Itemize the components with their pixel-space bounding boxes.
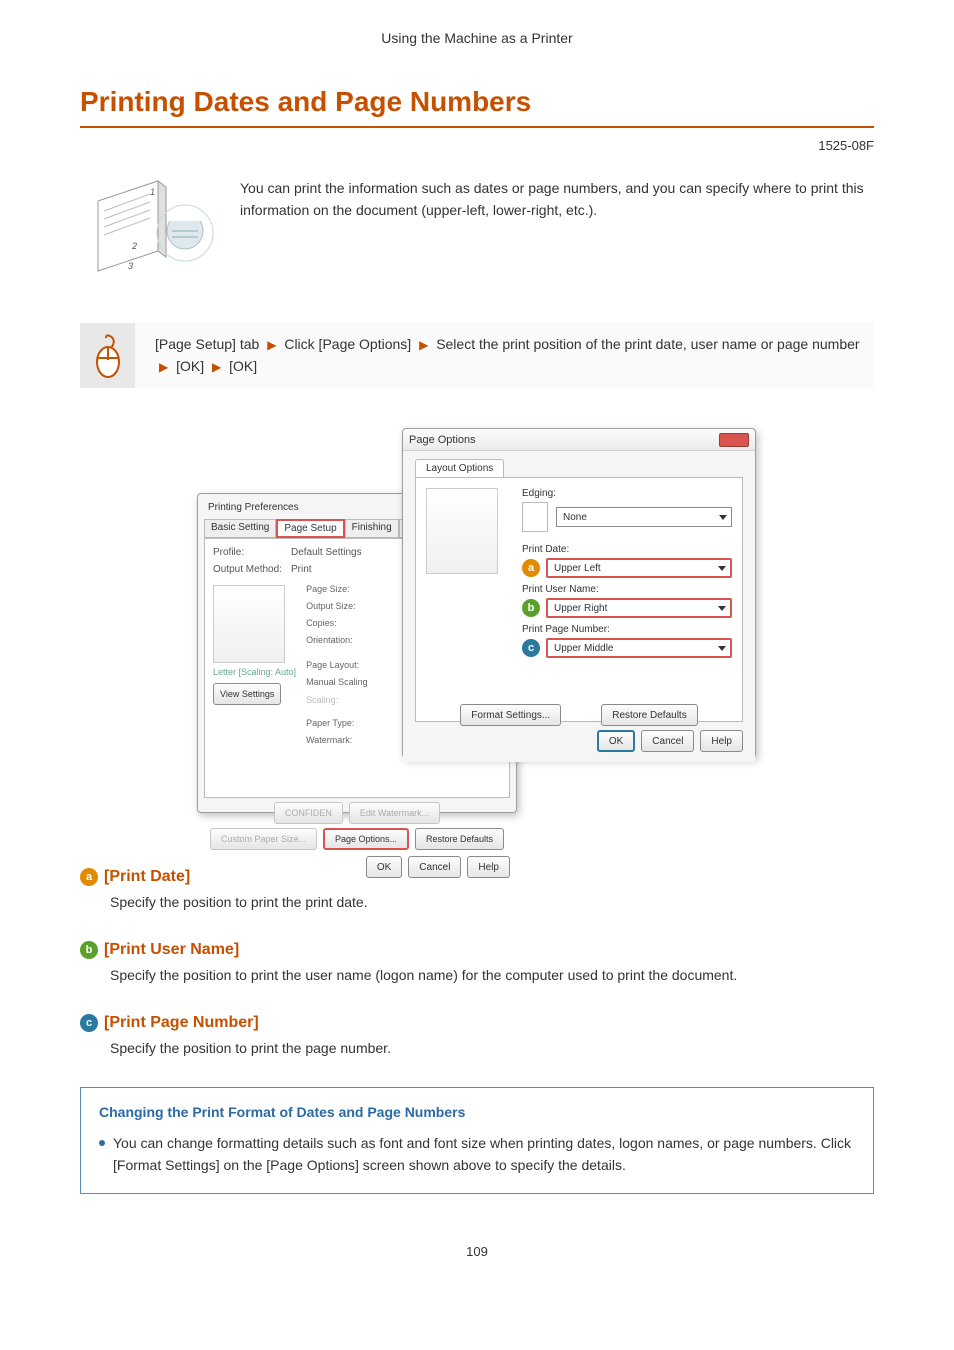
intro-text: You can print the information such as da… <box>240 173 874 222</box>
page-size-label: Page Size: <box>306 581 368 598</box>
help-button[interactable]: Help <box>700 730 743 752</box>
format-settings-button[interactable]: Format Settings... <box>460 704 561 726</box>
section-c-body: Specify the position to print the page n… <box>80 1038 874 1059</box>
orientation-label: Orientation: <box>306 632 368 649</box>
copies-label: Copies: <box>306 615 368 632</box>
dialog-screenshot: Printing Preferences Basic Setting Page … <box>197 428 757 828</box>
page-options-dialog: Page Options Layout Options Edging: <box>402 428 756 758</box>
section-a-title: [Print Date] <box>104 868 190 886</box>
action-steps: [Page Setup] tab ▶ Click [Page Options] … <box>80 323 874 388</box>
badge-c-icon: c <box>80 1014 98 1032</box>
profile-value: Default Settings <box>291 547 362 558</box>
cancel-button[interactable]: Cancel <box>641 730 694 752</box>
chevron-down-icon <box>718 606 726 611</box>
view-settings-button[interactable]: View Settings <box>213 683 281 705</box>
chevron-down-icon <box>719 515 727 520</box>
tab-layout-options[interactable]: Layout Options <box>415 459 504 477</box>
note-title: Changing the Print Format of Dates and P… <box>99 1104 855 1120</box>
dialog-title: Page Options <box>409 434 476 446</box>
svg-text:3: 3 <box>128 261 133 271</box>
badge-b-icon: b <box>522 599 540 617</box>
mouse-icon <box>80 323 135 388</box>
restore-defaults-button[interactable]: Restore Defaults <box>601 704 697 726</box>
arrow-icon: ▶ <box>208 360 225 374</box>
section-a-body: Specify the position to print the print … <box>80 892 874 913</box>
help-button[interactable]: Help <box>467 856 510 878</box>
edging-value: None <box>563 512 587 523</box>
cancel-button[interactable]: Cancel <box>408 856 461 878</box>
edit-watermark-button: Edit Watermark... <box>349 802 440 824</box>
svg-text:1: 1 <box>150 187 155 197</box>
page-title: Printing Dates and Page Numbers <box>80 86 874 128</box>
chevron-down-icon <box>718 566 726 571</box>
page-preview-thumb <box>426 488 498 574</box>
ok-button[interactable]: OK <box>597 730 635 752</box>
print-page-number-value: Upper Middle <box>554 643 613 654</box>
confidential-button: CONFIDEN <box>274 802 343 824</box>
tab-basic-setting[interactable]: Basic Setting <box>204 519 276 538</box>
print-date-dropdown[interactable]: Upper Left <box>546 558 732 578</box>
bullet-icon <box>99 1140 105 1146</box>
edging-dropdown[interactable]: None <box>556 507 732 527</box>
print-date-label: Print Date: <box>522 544 732 555</box>
output-method-label: Output Method: <box>213 564 283 575</box>
page-options-button[interactable]: Page Options... <box>323 828 409 850</box>
edging-label: Edging: <box>522 488 732 499</box>
badge-a-icon: a <box>80 868 98 886</box>
page-preview-thumb <box>213 585 285 663</box>
section-b-body: Specify the position to print the user n… <box>80 965 874 986</box>
ok-button[interactable]: OK <box>366 856 402 878</box>
tab-finishing[interactable]: Finishing <box>345 519 399 538</box>
page-number: 109 <box>80 1244 874 1259</box>
badge-b-icon: b <box>80 941 98 959</box>
arrow-icon: ▶ <box>263 338 280 352</box>
print-user-name-value: Upper Right <box>554 603 607 614</box>
action-step-4: [OK] <box>176 358 204 374</box>
output-size-label: Output Size: <box>306 598 368 615</box>
print-user-name-dropdown[interactable]: Upper Right <box>546 598 732 618</box>
section-b-title: [Print User Name] <box>104 941 239 959</box>
chevron-down-icon <box>718 646 726 651</box>
paper-type-label: Paper Type: <box>306 715 368 732</box>
output-method-value: Print <box>291 564 312 575</box>
print-page-number-dropdown[interactable]: Upper Middle <box>546 638 732 658</box>
badge-c-icon: c <box>522 639 540 657</box>
print-page-number-label: Print Page Number: <box>522 624 732 635</box>
arrow-icon: ▶ <box>155 360 172 374</box>
section-c-title: [Print Page Number] <box>104 1014 259 1032</box>
profile-label: Profile: <box>213 547 283 558</box>
scaling-label: Scaling: <box>306 692 368 709</box>
custom-paper-size-button[interactable]: Custom Paper Size... <box>210 828 317 850</box>
watermark-label: Watermark: <box>306 732 368 749</box>
arrow-icon: ▶ <box>415 338 432 352</box>
edging-preview-icon <box>522 502 548 532</box>
print-date-value: Upper Left <box>554 563 601 574</box>
action-step-2: Click [Page Options] <box>284 336 411 352</box>
action-text: [Page Setup] tab ▶ Click [Page Options] … <box>155 323 874 388</box>
note-body-text: You can change formatting details such a… <box>113 1132 855 1177</box>
page-layout-label: Page Layout: <box>306 657 368 674</box>
section-breadcrumb: Using the Machine as a Printer <box>80 30 874 46</box>
restore-defaults-button[interactable]: Restore Defaults <box>415 828 504 850</box>
action-step-3: Select the print position of the print d… <box>436 336 859 352</box>
intro-illustration: 1 2 3 <box>80 173 220 283</box>
action-step-5: [OK] <box>229 358 257 374</box>
svg-text:2: 2 <box>131 241 137 251</box>
action-step-1: [Page Setup] tab <box>155 336 259 352</box>
scaling-caption: Letter [Scaling: Auto] <box>213 667 296 677</box>
manual-scaling-label: Manual Scaling <box>306 674 368 691</box>
tab-page-setup[interactable]: Page Setup <box>276 519 344 538</box>
note-box: Changing the Print Format of Dates and P… <box>80 1087 874 1194</box>
badge-a-icon: a <box>522 559 540 577</box>
close-icon[interactable] <box>719 433 749 447</box>
print-user-name-label: Print User Name: <box>522 584 732 595</box>
doc-code: 1525-08F <box>80 138 874 153</box>
